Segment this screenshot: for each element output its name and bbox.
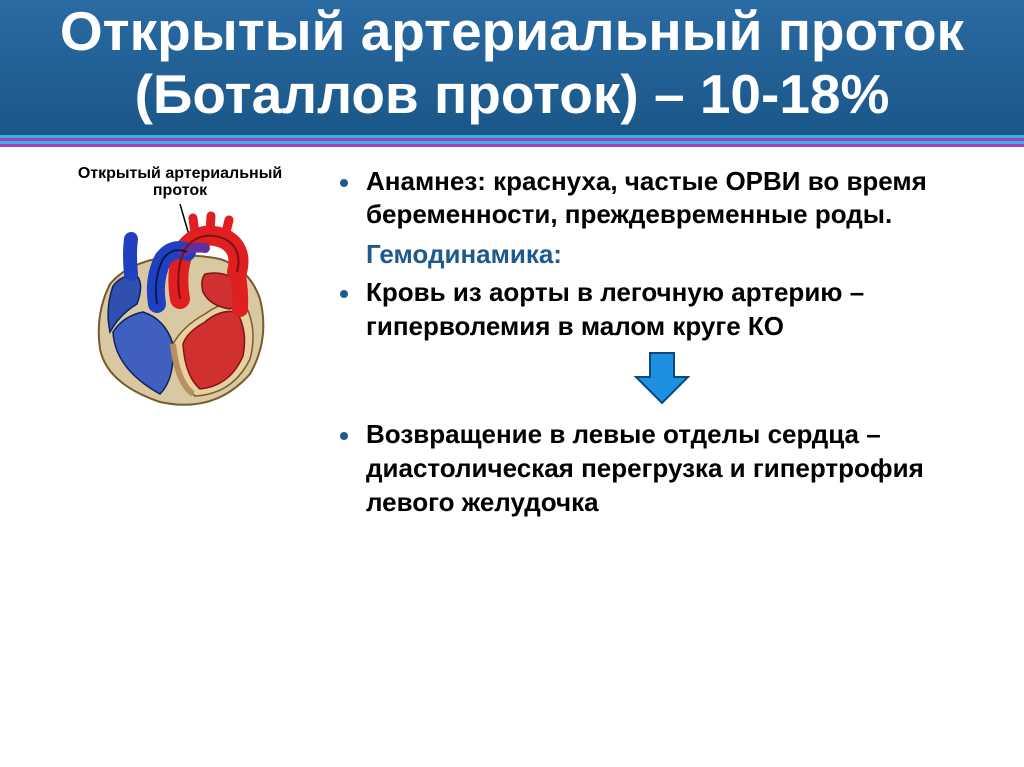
diagram-column: Открытый артериальный проток <box>40 165 320 526</box>
decorative-stripes <box>0 135 1024 147</box>
diagram-caption: Открытый артериальный проток <box>78 165 282 200</box>
arrow-block <box>340 351 984 406</box>
bullet-icon <box>340 432 348 440</box>
subheading: Гемодинамика: <box>366 238 984 272</box>
bullet-text: Возвращение в левые отделы сердца – диас… <box>366 418 984 519</box>
caption-line1: Открытый артериальный <box>78 165 282 182</box>
slide-title: Открытый артериальный проток (Боталлов п… <box>0 0 1024 135</box>
list-item: Возвращение в левые отделы сердца – диас… <box>340 418 984 519</box>
stripe <box>0 144 1024 147</box>
list-item: Анамнез: краснуха, частые ОРВИ во время … <box>340 165 984 233</box>
down-arrow-icon <box>632 351 692 406</box>
bullet-icon <box>340 290 348 298</box>
bullet-text: Кровь из аорты в легочную артерию – гипе… <box>366 276 984 344</box>
text-column: Анамнез: краснуха, частые ОРВИ во время … <box>320 165 984 526</box>
heart-diagram-icon <box>65 204 295 414</box>
content-area: Открытый артериальный проток <box>0 147 1024 526</box>
bullet-text: Анамнез: краснуха, частые ОРВИ во время … <box>366 165 984 233</box>
list-item: Кровь из аорты в легочную артерию – гипе… <box>340 276 984 344</box>
title-text: Открытый артериальный проток (Боталлов п… <box>60 0 964 125</box>
caption-line2: проток <box>153 182 207 199</box>
bullet-icon <box>340 179 348 187</box>
